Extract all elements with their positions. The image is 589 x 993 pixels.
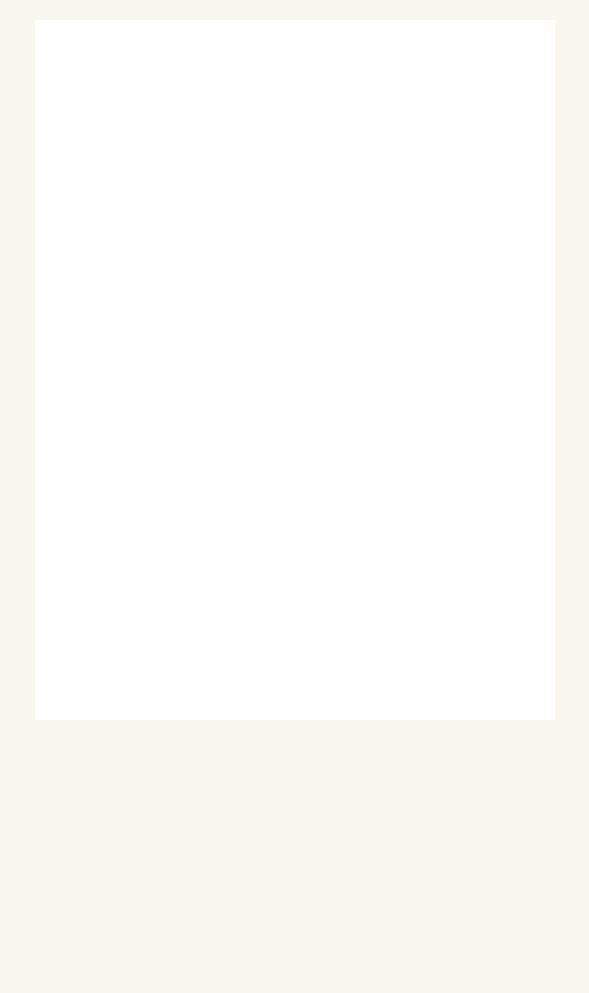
panel-b-chart [45,380,545,710]
panel-a-chart [45,30,545,380]
charts-white-box [35,20,555,720]
figure-container [20,20,569,720]
